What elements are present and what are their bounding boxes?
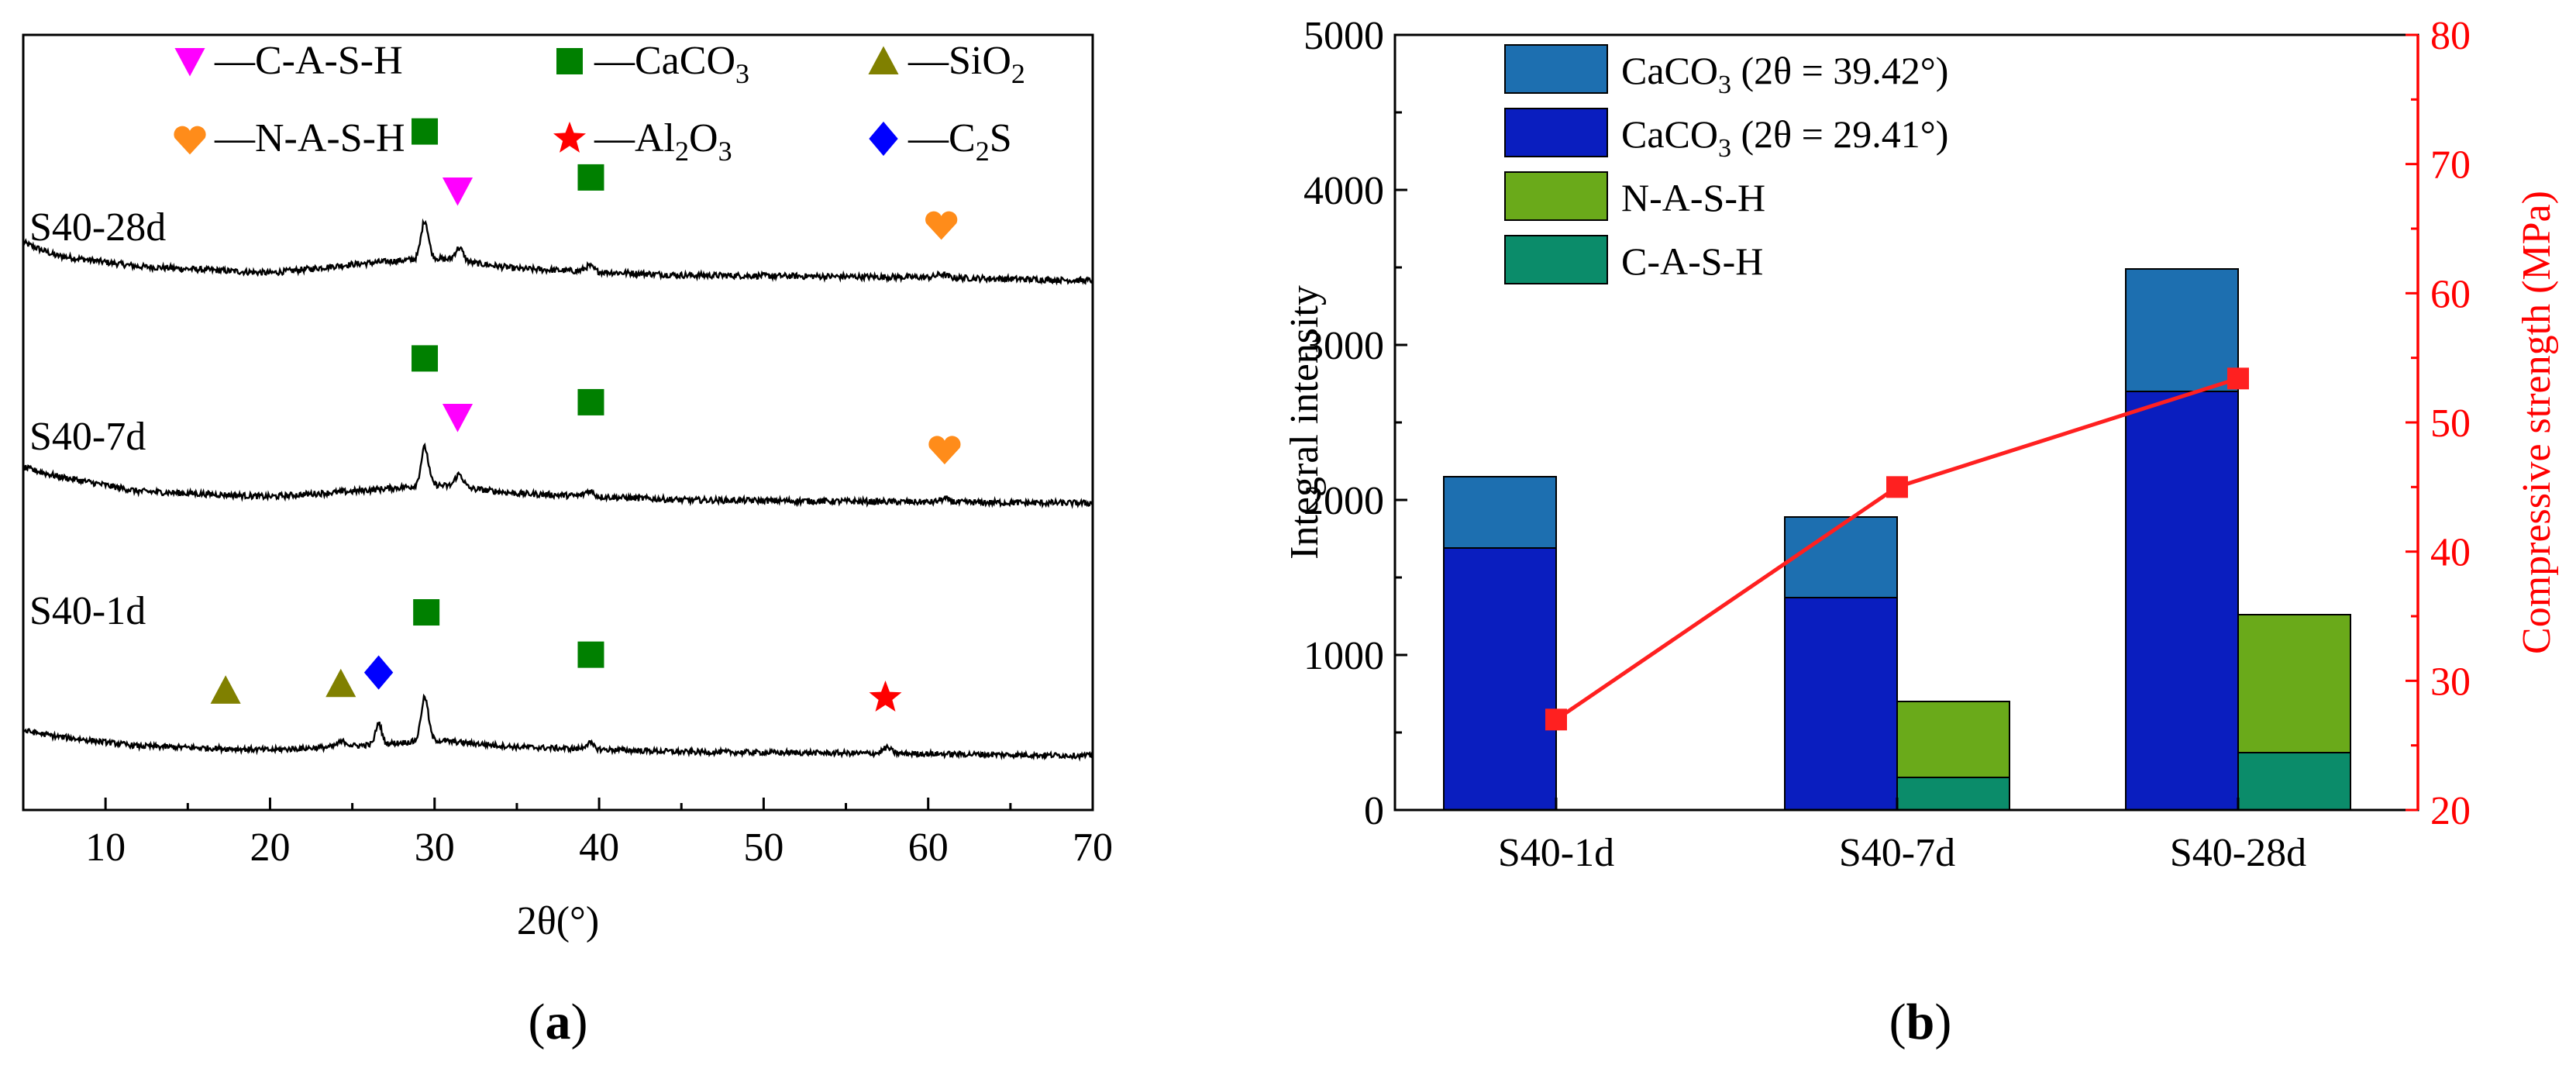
xrd-phase-marker: [325, 668, 356, 698]
legend-marker-n-a-s-h: [174, 126, 206, 155]
bar-legend: CaCO3 (2θ = 39.42°) CaCO3 (2θ = 29.41°) N-…: [1504, 44, 1948, 284]
xrd-phase-marker: [925, 211, 958, 240]
xrd-legend: —C-A-S-H —CaCO3 —SiO2 —N-A-S-H —Al2O3 —C2S: [174, 39, 1025, 167]
xrd-phase-marker: [869, 681, 902, 712]
bar-segment: [1443, 547, 1557, 811]
bar-y2-tick-label: 50: [2430, 402, 2471, 446]
bar-legend-label: CaCO3 (2θ = 39.42°): [1621, 49, 1948, 99]
bar-legend-swatch: [1504, 171, 1608, 221]
xrd-x-tick-label: 70: [1073, 825, 1113, 870]
bar-legend-swatch: [1504, 44, 1608, 94]
bar-legend-label: C-A-S-H: [1621, 240, 1763, 283]
xrd-pattern-line: [22, 218, 1094, 286]
xrd-x-tick-label: 30: [415, 825, 455, 870]
xrd-phase-marker: [577, 641, 604, 668]
bar-segment: [2237, 752, 2351, 811]
xrd-phase-marker: [413, 599, 440, 626]
bar-legend-label: N-A-S-H: [1621, 176, 1765, 219]
strength-point: [1886, 476, 1908, 498]
xrd-legend-label: —SiO2: [907, 39, 1025, 89]
bar-legend-swatch: [1504, 235, 1608, 284]
bar-segment: [1784, 516, 1898, 598]
xrd-pattern-label: S40-7d: [29, 415, 146, 459]
legend-marker-al: [553, 121, 586, 153]
xrd-phase-marker: [363, 655, 394, 690]
panel-label-a: (a): [529, 994, 588, 1050]
bar-category-label: S40-7d: [1839, 831, 1955, 875]
bar-category-label: S40-1d: [1498, 831, 1614, 875]
xrd-legend-label: —N-A-S-H: [214, 116, 405, 160]
bar-y2-tick-label: 70: [2430, 143, 2471, 188]
bar-segment: [1784, 597, 1898, 811]
xrd-legend-label: —C-A-S-H: [214, 39, 403, 83]
bar-y-tick-label: 2000: [1303, 479, 1384, 523]
bar-segment: [2125, 391, 2239, 811]
bar-segment: [2125, 268, 2239, 392]
bar-y2-tick-label: 80: [2430, 14, 2471, 58]
xrd-phase-marker: [928, 436, 961, 465]
xrd-legend-label: —CaCO3: [594, 39, 749, 89]
legend-marker-sio: [868, 46, 899, 74]
xrd-pattern-label: S40-28d: [29, 205, 166, 250]
bar-y-tick-label: 5000: [1303, 14, 1384, 58]
bar-category-label: S40-28d: [2170, 831, 2306, 875]
bar-y2-tick-label: 20: [2430, 789, 2471, 833]
bar-y-axis-label: Integral intensity: [1283, 285, 1327, 560]
bar-legend-label: CaCO3 (2θ = 29.41°): [1621, 112, 1948, 163]
panel-label-b: (b): [1889, 994, 1952, 1050]
xrd-x-tick-label: 10: [85, 825, 126, 870]
bar-y-tick-label: 0: [1364, 789, 1384, 833]
xrd-x-tick-label: 50: [743, 825, 783, 870]
xrd-pattern-label: S40-1d: [29, 589, 146, 633]
xrd-pattern-line: [22, 693, 1093, 762]
xrd-phase-marker: [577, 388, 604, 415]
bar-y2-axis-label: Compressive strength (MPa): [2515, 191, 2559, 654]
xrd-plot-frame: [22, 33, 1094, 812]
bar-segment: [1896, 701, 2010, 778]
bar-segment: [1896, 777, 2010, 811]
xrd-x-tick-label: 40: [579, 825, 619, 870]
legend-marker-caco: [556, 48, 583, 74]
bar-segment: [1443, 476, 1557, 549]
bar-legend-swatch: [1504, 108, 1608, 157]
legend-marker-c-a-s-h: [174, 48, 205, 77]
xrd-phase-marker: [577, 164, 604, 191]
bar-y2-tick-label: 60: [2430, 272, 2471, 316]
strength-point: [2227, 367, 2249, 390]
xrd-x-tick-label: 20: [250, 825, 290, 870]
xrd-legend-label: —C2S: [907, 116, 1012, 167]
bar-y2-tick-label: 30: [2430, 660, 2471, 704]
bar-panel: S40-1d S40-7d S40-28d 0 1000 2000 3000 4000 5000…: [1283, 14, 2559, 1050]
bar-y-tick-label: 3000: [1303, 324, 1384, 368]
xrd-x-axis-label: 2θ(°): [517, 899, 599, 943]
xrd-phase-marker: [210, 675, 241, 704]
bar-y-tick-label: 4000: [1303, 169, 1384, 213]
xrd-phase-marker: [412, 118, 439, 145]
xrd-pattern-line: [22, 442, 1093, 509]
bar-y-tick-label: 1000: [1303, 634, 1384, 678]
xrd-legend-label: —Al2O3: [594, 116, 732, 167]
xrd-phase-marker: [442, 178, 474, 206]
xrd-phase-marker: [442, 404, 474, 433]
legend-marker-c: [869, 121, 898, 157]
bar-segment: [2237, 614, 2351, 753]
bar-y2-tick-label: 40: [2430, 531, 2471, 575]
xrd-x-tick-label: 60: [908, 825, 949, 870]
xrd-panel: S40-28d S40-7d S40-1d 10 20 30 40 50 60 70 —C-A-…: [22, 33, 1113, 1050]
xrd-phase-marker: [412, 345, 439, 372]
strength-point: [1545, 708, 1567, 731]
